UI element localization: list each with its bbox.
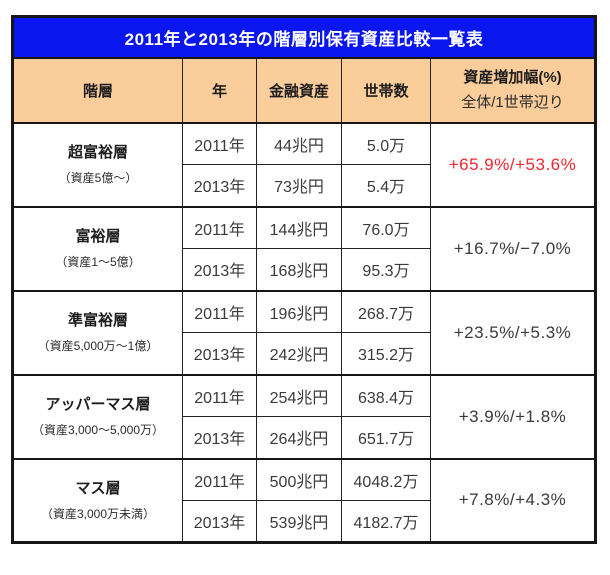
households-cell: 651.7万 bbox=[341, 416, 431, 459]
table-row: 富裕層 （資産1～5億） 2011年 144兆円 76.0万 +16.7%/−7… bbox=[12, 205, 596, 291]
change-cell: +65.9%/+53.6% bbox=[430, 121, 596, 207]
tier-cell: 準富裕層 （資産5,000万～1億） bbox=[12, 289, 183, 375]
table-row: 2013年 242兆円 315.2万 bbox=[13, 332, 596, 375]
year-cell: 2011年 bbox=[182, 373, 257, 417]
table-row: 2013年 73兆円 5.4万 bbox=[13, 164, 596, 207]
year-cell: 2011年 bbox=[182, 289, 257, 333]
year-cell: 2013年 bbox=[182, 500, 257, 543]
households-cell: 76.0万 bbox=[341, 205, 431, 249]
assets-cell: 242兆円 bbox=[256, 332, 342, 375]
tier-range: （資産3,000万未満） bbox=[40, 506, 156, 521]
year-cell: 2013年 bbox=[182, 164, 257, 207]
header-tier: 階層 bbox=[12, 57, 183, 124]
tier-range: （資産1～5億） bbox=[55, 255, 141, 269]
header-change-subtitle: 全体/1世帯辺り bbox=[461, 94, 564, 111]
tier-name: 準富裕層 bbox=[67, 312, 128, 329]
table-row: マス層 （資産3,000万未満） 2011年 500兆円 4048.2万 +7.… bbox=[12, 457, 596, 543]
assets-cell: 264兆円 bbox=[256, 416, 342, 459]
assets-cell: 44兆円 bbox=[256, 121, 342, 165]
tier-cell: 富裕層 （資産1～5億） bbox=[12, 205, 183, 291]
households-cell: 638.4万 bbox=[341, 373, 431, 417]
assets-cell: 254兆円 bbox=[256, 373, 342, 417]
tier-range: （資産3,000～5,000万） bbox=[31, 423, 165, 437]
year-cell: 2013年 bbox=[182, 248, 257, 291]
header-households: 世帯数 bbox=[341, 57, 431, 124]
households-cell: 95.3万 bbox=[341, 248, 431, 291]
households-cell: 4048.2万 bbox=[341, 457, 431, 501]
year-cell: 2011年 bbox=[182, 121, 257, 165]
table-title: 2011年と2013年の階層別保有資産比較一覧表 bbox=[12, 16, 596, 59]
tier-name: アッパーマス層 bbox=[45, 396, 151, 413]
table-row: 2013年 168兆円 95.3万 bbox=[13, 248, 596, 291]
assets-cell: 73兆円 bbox=[256, 164, 342, 207]
year-cell: 2011年 bbox=[182, 205, 257, 249]
assets-cell: 168兆円 bbox=[256, 248, 342, 291]
year-cell: 2011年 bbox=[182, 457, 257, 501]
header-year: 年 bbox=[182, 57, 257, 124]
change-cell: +3.9%/+1.8% bbox=[430, 373, 596, 459]
assets-cell: 539兆円 bbox=[256, 500, 342, 543]
header-assets: 金融資産 bbox=[256, 57, 342, 124]
table-row: 2013年 539兆円 4182.7万 bbox=[13, 500, 596, 543]
table-row: 2013年 264兆円 651.7万 bbox=[13, 416, 596, 459]
change-cell: +23.5%/+5.3% bbox=[430, 289, 596, 375]
header-change-title: 資産増加幅(%) bbox=[463, 69, 562, 86]
table-row: 準富裕層 （資産5,000万～1億） 2011年 196兆円 268.7万 +2… bbox=[12, 289, 596, 375]
tier-name: マス層 bbox=[75, 479, 121, 497]
table-row: 超富裕層 （資産5億～） 2011年 44兆円 5.0万 +65.9%/+53.… bbox=[12, 121, 596, 207]
households-cell: 5.4万 bbox=[341, 164, 431, 207]
assets-cell: 196兆円 bbox=[256, 289, 342, 333]
table-row: アッパーマス層 （資産3,000～5,000万） 2011年 254兆円 638… bbox=[12, 373, 596, 459]
assets-cell: 144兆円 bbox=[256, 205, 342, 249]
tier-name: 富裕層 bbox=[75, 228, 121, 245]
header-change: 資産増加幅(%) 全体/1世帯辺り bbox=[430, 57, 596, 124]
change-cell: +16.7%/−7.0% bbox=[430, 205, 596, 291]
tier-cell: アッパーマス層 （資産3,000～5,000万） bbox=[12, 373, 183, 459]
tier-cell: 超富裕層 （資産5億～） bbox=[12, 121, 183, 207]
assets-cell: 500兆円 bbox=[256, 457, 342, 501]
year-cell: 2013年 bbox=[182, 332, 257, 375]
tier-name: 超富裕層 bbox=[67, 144, 128, 161]
table-header-row: 階層 年 金融資産 世帯数 資産増加幅(%) 全体/1世帯辺り bbox=[12, 57, 596, 124]
tier-range: （資産5億～） bbox=[58, 171, 138, 185]
households-cell: 4182.7万 bbox=[341, 500, 431, 543]
year-cell: 2013年 bbox=[182, 416, 257, 459]
tier-range: （資産5,000万～1億） bbox=[37, 339, 159, 353]
table-title-row: 2011年と2013年の階層別保有資産比較一覧表 bbox=[12, 16, 596, 59]
households-cell: 5.0万 bbox=[341, 121, 431, 165]
tier-cell: マス層 （資産3,000万未満） bbox=[12, 457, 183, 543]
change-cell: +7.8%/+4.3% bbox=[430, 457, 596, 543]
households-cell: 268.7万 bbox=[341, 289, 431, 333]
households-cell: 315.2万 bbox=[341, 332, 431, 375]
asset-comparison-table: 2011年と2013年の階層別保有資産比較一覧表 階層 年 金融資産 世帯数 資… bbox=[11, 15, 597, 544]
